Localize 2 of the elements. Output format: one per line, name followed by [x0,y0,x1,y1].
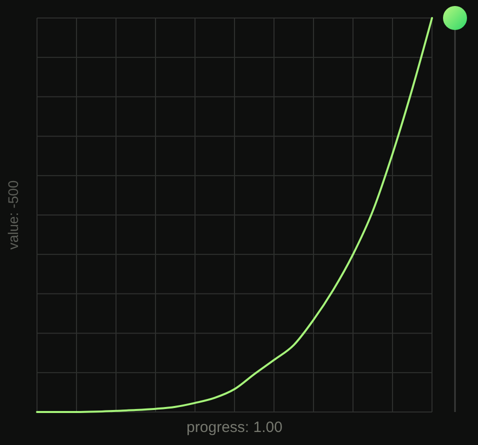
x-axis-title: progress: 1.00 [186,419,282,436]
y-axis-title: value: -500 [5,180,21,250]
